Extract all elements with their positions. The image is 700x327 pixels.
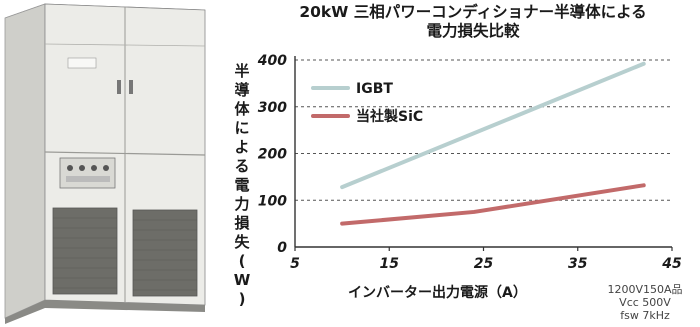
y-axis-label: 半導体による電力損失(W)	[230, 62, 254, 309]
y-axis-label-char: 導	[234, 81, 250, 99]
y-tick-label: 100	[258, 193, 287, 209]
series-lines	[340, 61, 646, 226]
chart-title-line1: 20kW 三相パワーコンディショナー半導体による	[299, 3, 647, 21]
y-tick-label: 300	[258, 100, 287, 116]
y-axis-label-char: に	[234, 119, 250, 137]
y-axis-label-char: る	[234, 157, 250, 175]
y-tick-label: 0	[277, 240, 287, 256]
y-axis-label-char: W	[233, 271, 251, 289]
power-conditioner-photo	[4, 3, 206, 324]
note-line: 1200V150A品	[607, 283, 683, 296]
x-tick-label: 5	[290, 256, 300, 272]
y-axis-label-char: 電	[234, 176, 250, 194]
y-axis-label-char: 半	[234, 62, 250, 80]
y-tick-label: 400	[257, 53, 287, 69]
series-line-0	[340, 61, 646, 190]
x-tick-label: 45	[661, 256, 682, 272]
y-axis-label-char: 損	[234, 214, 250, 232]
y-axis-label-char: よ	[234, 138, 250, 156]
y-axis-label-char: (	[238, 252, 246, 270]
grid-lines	[295, 59, 672, 201]
series-line-1	[340, 183, 646, 226]
tick-labels: 0 100 200 300 400 5 15 25 35 45	[257, 53, 682, 272]
note-line: fsw 7kHz	[620, 309, 670, 322]
x-tick-label: 25	[474, 256, 494, 272]
y-axis-label-char: )	[238, 290, 246, 308]
axes	[294, 56, 673, 251]
chart-title: 20kW 三相パワーコンディショナー半導体による 電力損失比較	[258, 3, 688, 41]
y-axis-label-char: 失	[234, 233, 250, 251]
y-axis-label-char: 力	[234, 195, 250, 213]
x-tick-label: 35	[568, 256, 588, 272]
legend-label-1: 当社製SiC	[356, 108, 423, 125]
y-axis-label-char: 体	[234, 100, 250, 118]
x-axis-label: インバーター出力電源（A）	[348, 285, 527, 301]
y-tick-label: 200	[258, 147, 287, 163]
legend: IGBT 当社製SiC	[311, 81, 423, 125]
test-conditions-note: 1200V150A品 Vcc 500V fsw 7kHz	[590, 283, 700, 322]
chart-title-line2: 電力損失比較	[426, 22, 520, 40]
x-tick-label: 15	[380, 256, 400, 272]
legend-label-0: IGBT	[356, 81, 393, 97]
note-line: Vcc 500V	[619, 296, 671, 309]
